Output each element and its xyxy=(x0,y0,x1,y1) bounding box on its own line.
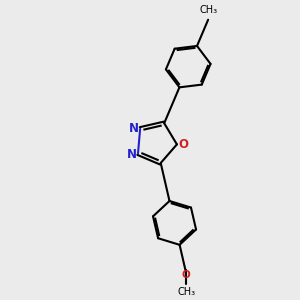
Text: N: N xyxy=(129,122,139,134)
Text: O: O xyxy=(178,138,188,151)
Text: O: O xyxy=(181,270,190,280)
Text: CH₃: CH₃ xyxy=(199,5,217,15)
Text: CH₃: CH₃ xyxy=(178,287,196,297)
Text: N: N xyxy=(127,148,137,160)
